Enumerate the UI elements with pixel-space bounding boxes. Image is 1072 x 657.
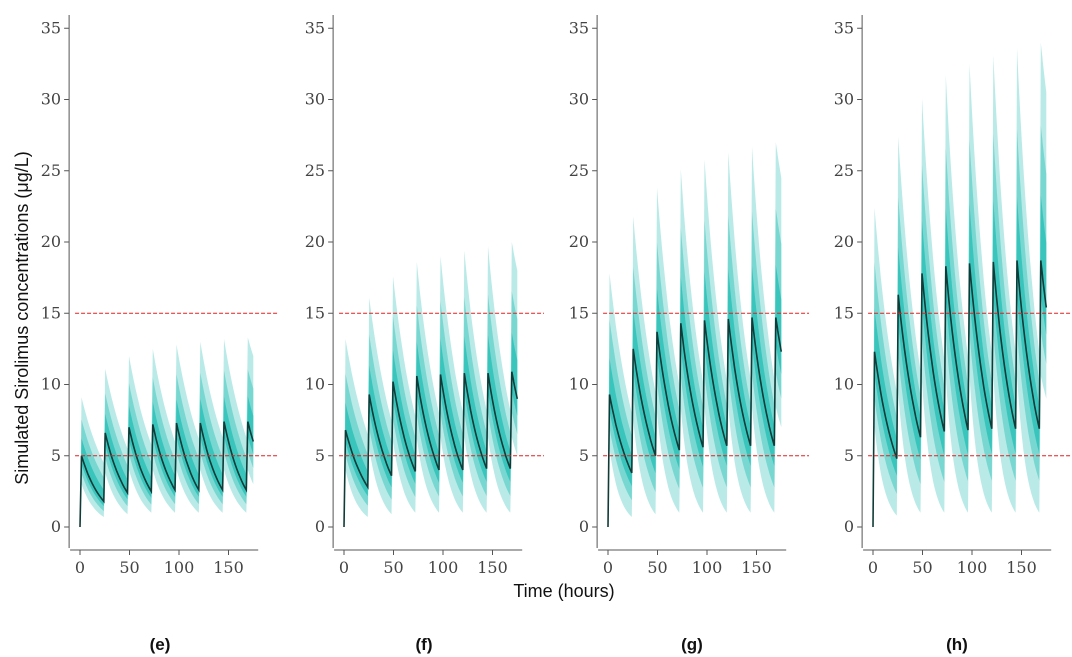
y-tick-label: 20 <box>569 232 589 251</box>
y-axis-title: Simulated Sirolimus concentrations (μg/L… <box>12 151 32 485</box>
y-tick-label: 35 <box>834 18 854 37</box>
median-line <box>872 260 1048 528</box>
y-tick-label: 10 <box>569 375 589 394</box>
panel-g: 0 5 10 15 20 25 30 35 0 50 100 150 (g) <box>569 15 810 654</box>
x-tick-label: 50 <box>647 558 667 577</box>
y-tick-label: 20 <box>834 232 854 251</box>
y-tick-label: 25 <box>305 161 325 180</box>
panel-label: (f) <box>416 635 433 654</box>
x-tick-label: 150 <box>741 558 772 577</box>
y-tick-label: 25 <box>569 161 589 180</box>
y-tick-label: 35 <box>305 18 325 37</box>
panel-label: (h) <box>946 635 968 654</box>
x-tick-label: 100 <box>692 558 723 577</box>
y-tick-label: 15 <box>569 303 589 322</box>
x-tick-label: 0 <box>75 558 85 577</box>
y-tick-label: 30 <box>41 90 61 109</box>
x-tick-label: 50 <box>119 558 139 577</box>
y-tick-label: 0 <box>51 517 61 536</box>
band-inner <box>344 332 518 527</box>
y-tick-label: 5 <box>579 446 589 465</box>
x-tick-label: 100 <box>957 558 988 577</box>
y-tick-label: 5 <box>844 446 854 465</box>
y-tick-label: 15 <box>41 303 61 322</box>
y-tick-label: 15 <box>834 303 854 322</box>
panel-label: (e) <box>150 635 171 654</box>
x-tick-label: 100 <box>428 558 459 577</box>
median-line <box>343 371 519 528</box>
x-tick-label: 50 <box>912 558 932 577</box>
y-tick-label: 25 <box>834 161 854 180</box>
y-tick-label: 20 <box>41 232 61 251</box>
x-tick-label: 0 <box>603 558 613 577</box>
x-tick-label: 50 <box>383 558 403 577</box>
panel-h: 0 5 10 15 20 25 30 35 0 50 100 150 (h) <box>834 15 1072 654</box>
y-tick-label: 0 <box>579 517 589 536</box>
y-tick-label: 30 <box>834 90 854 109</box>
median-line <box>607 317 783 528</box>
band-inner <box>608 264 782 527</box>
y-tick-label: 25 <box>41 161 61 180</box>
x-tick-label: 0 <box>868 558 878 577</box>
x-tick-label: 150 <box>213 558 244 577</box>
band-inner <box>80 396 254 527</box>
y-tick-label: 0 <box>315 517 325 536</box>
y-tick-label: 5 <box>51 446 61 465</box>
y-tick-label: 10 <box>834 375 854 394</box>
band-inner <box>873 195 1047 527</box>
panel-label: (g) <box>681 635 703 654</box>
y-tick-label: 0 <box>844 517 854 536</box>
y-tick-label: 30 <box>569 90 589 109</box>
y-tick-label: 20 <box>305 232 325 251</box>
y-tick-label: 10 <box>41 375 61 394</box>
panel-f: 0 5 10 15 20 25 30 35 0 50 100 150 (f) <box>305 15 545 654</box>
x-tick-label: 150 <box>477 558 508 577</box>
y-tick-label: 10 <box>305 375 325 394</box>
y-tick-label: 30 <box>305 90 325 109</box>
panel-e: 0 5 10 15 20 25 30 35 0 50 100 150 (e) <box>41 15 280 654</box>
y-tick-label: 35 <box>41 18 61 37</box>
x-tick-label: 150 <box>1006 558 1037 577</box>
y-tick-label: 5 <box>315 446 325 465</box>
y-tick-label: 15 <box>305 303 325 322</box>
median-line <box>79 421 255 528</box>
x-axis-title: Time (hours) <box>513 581 614 601</box>
x-tick-label: 100 <box>164 558 195 577</box>
x-tick-label: 0 <box>339 558 349 577</box>
y-tick-label: 35 <box>569 18 589 37</box>
